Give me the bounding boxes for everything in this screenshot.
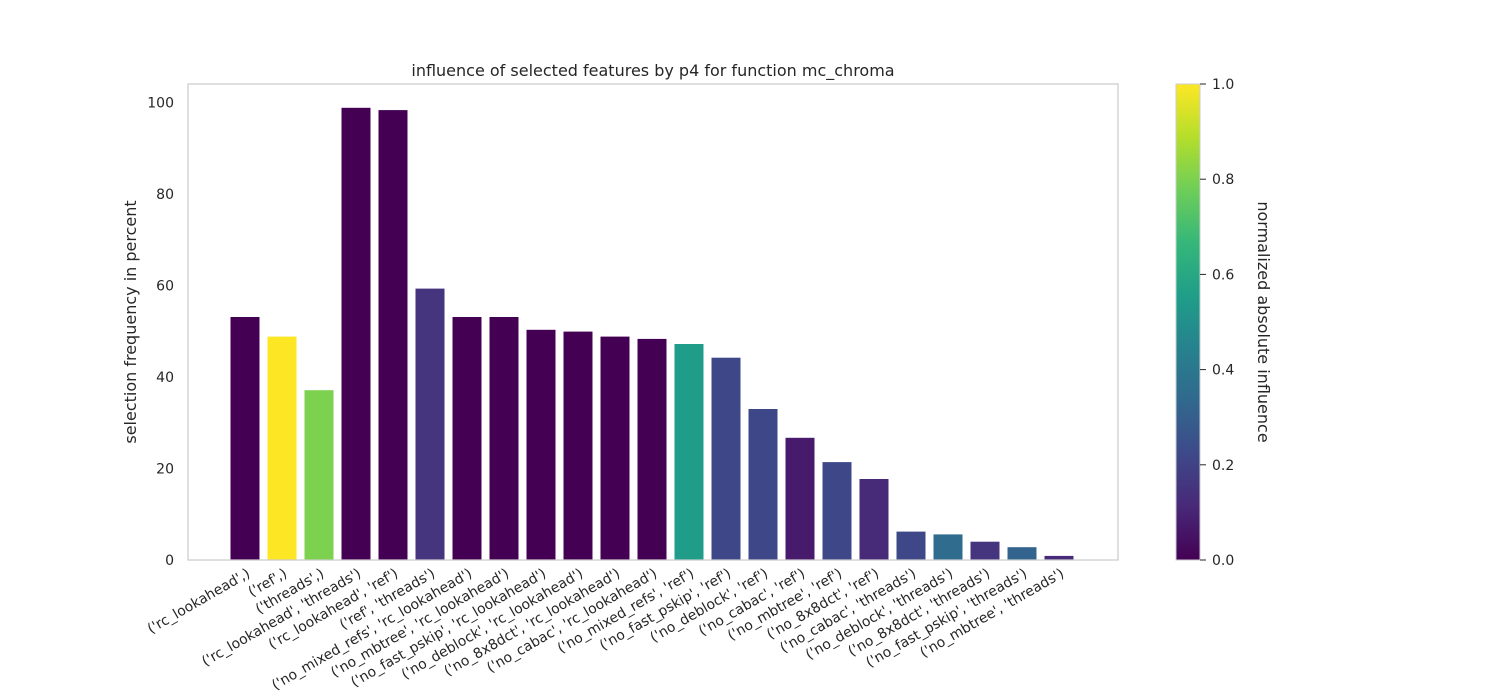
bar [785, 437, 815, 560]
bar [378, 110, 408, 560]
bar [563, 331, 593, 560]
plot-frame [187, 83, 1119, 561]
y-axis-ticks: 0 20 40 60 80 100 [147, 95, 174, 569]
y-tick-label: 100 [147, 95, 174, 111]
colorbar-label: normalized absolute influence [1254, 201, 1273, 442]
bar [896, 531, 926, 560]
colorbar-tick-label: 0.0 [1212, 553, 1234, 569]
bar [341, 107, 371, 561]
bar [859, 479, 889, 560]
bar [970, 541, 1000, 560]
bar [748, 409, 778, 560]
bar [415, 288, 445, 560]
bars-group [230, 107, 1074, 561]
y-tick-label: 0 [165, 553, 174, 569]
bar [1007, 547, 1037, 560]
bar [230, 317, 260, 560]
colorbar-tick-label: 0.6 [1212, 267, 1234, 283]
y-tick-label: 60 [156, 278, 174, 294]
bar [526, 329, 556, 560]
colorbar [1175, 83, 1201, 561]
bar [489, 317, 519, 560]
bar [711, 357, 741, 560]
bar [674, 344, 704, 560]
y-tick-label: 80 [156, 187, 174, 203]
colorbar-tick-label: 0.4 [1212, 363, 1234, 379]
x-tick-label: ('rc_lookahead',) [145, 566, 253, 638]
chart-title: influence of selected features by p4 for… [411, 61, 894, 81]
y-tick-label: 40 [156, 370, 174, 386]
y-tick-label: 20 [156, 462, 174, 478]
bar [267, 336, 297, 560]
bar [600, 336, 630, 560]
colorbar-tick-label: 1.0 [1212, 77, 1234, 93]
colorbar-ticks: 0.0 0.2 0.4 0.6 0.8 1.0 [1200, 77, 1234, 569]
colorbar-tick-label: 0.8 [1212, 172, 1234, 188]
bar [304, 390, 334, 560]
bar [822, 462, 852, 560]
bar [452, 317, 482, 560]
bar [1044, 555, 1074, 560]
x-axis-ticks: ('rc_lookahead',)('ref',)('threads',)('r… [145, 566, 1067, 694]
bar [933, 534, 963, 560]
colorbar-tick-label: 0.2 [1212, 458, 1234, 474]
y-axis-label: selection frequency in percent [121, 200, 140, 443]
bar [637, 338, 667, 560]
